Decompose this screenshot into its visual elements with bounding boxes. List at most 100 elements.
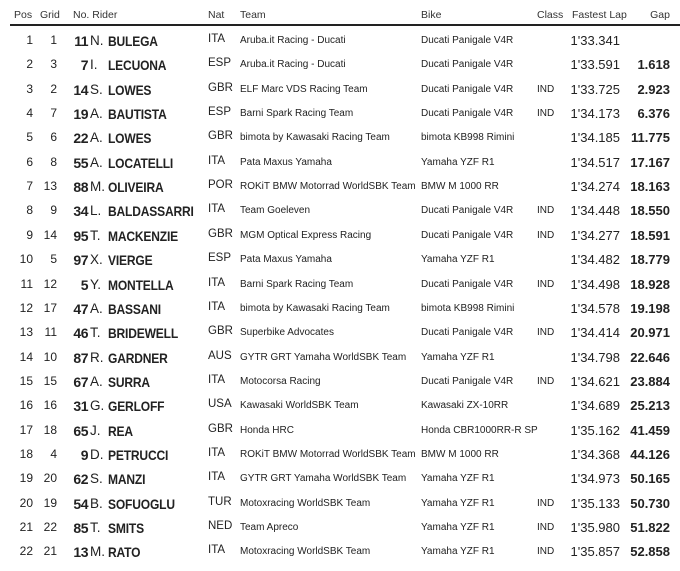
- cell-grid: 11: [44, 325, 57, 340]
- cell-gap: 50.730: [630, 495, 670, 511]
- cell-pos: 22: [19, 544, 33, 559]
- cell-bike: Yamaha YZF R1: [421, 254, 495, 266]
- cell-pos: 4: [26, 106, 33, 121]
- cell-nat: GBR: [208, 81, 233, 94]
- cell-nat: ITA: [208, 471, 226, 484]
- cell-team: Superbike Advocates: [240, 327, 334, 339]
- cell-nat: ITA: [208, 544, 226, 557]
- table-row: 12 17 47 A. BASSANI ITA bimota by Kawasaki Rac…: [0, 296, 680, 320]
- cell-team: bimota by Kawasaki Racing Team: [240, 302, 390, 314]
- cell-num: 54: [73, 495, 88, 512]
- cell-lap: 1'34.517: [570, 154, 620, 170]
- header-class: Class: [537, 9, 564, 21]
- cell-gap: 18.928: [630, 276, 670, 292]
- table-row: 11 12 5 Y. MONTELLA ITA Barni Spark Racing Tea…: [0, 272, 680, 296]
- header-fastest-lap: Fastest Lap: [572, 9, 627, 21]
- table-row: 5 6 22 A. LOWES GBR bimota by Kawasaki Racing …: [0, 125, 680, 149]
- cell-num: 95: [73, 227, 88, 244]
- cell-lap: 1'33.591: [570, 57, 620, 73]
- cell-lap: 1'34.448: [570, 203, 620, 219]
- cell-pos: 20: [19, 495, 33, 510]
- cell-pos: 13: [19, 325, 33, 340]
- cell-gap: 44.126: [630, 446, 670, 462]
- cell-cls: IND: [537, 278, 555, 290]
- cell-nat: ITA: [208, 154, 226, 167]
- cell-gap: 18.591: [630, 227, 670, 243]
- cell-sur: GARDNER: [108, 349, 168, 366]
- cell-team: GYTR GRT Yamaha WorldSBK Team: [240, 351, 407, 363]
- cell-pos: 21: [19, 520, 33, 534]
- cell-grid: 9: [50, 203, 57, 218]
- cell-team: Motoxracing WorldSBK Team: [240, 546, 371, 558]
- cell-nat: ESP: [208, 57, 232, 70]
- table-row: 22 21 13 M. RATO ITA Motoxracing WorldSBK Team…: [0, 539, 680, 563]
- cell-pos: 11: [20, 276, 33, 291]
- cell-gap: 19.198: [630, 300, 670, 316]
- cell-ini: A.: [90, 130, 103, 146]
- cell-nat: ESP: [208, 106, 232, 119]
- cell-team: ROKiT BMW Motorrad WorldSBK Team: [240, 448, 416, 460]
- cell-sur: MONTELLA: [108, 276, 174, 293]
- cell-num: 13: [73, 544, 88, 561]
- cell-bike: Yamaha YZF R1: [421, 156, 495, 168]
- cell-bike: bimota KB998 Rimini: [421, 132, 515, 144]
- cell-bike: Ducati Panigale V4R: [421, 278, 514, 290]
- header-grid: Grid: [40, 9, 60, 21]
- table-row: 15 15 67 A. SURRA ITA Motocorsa Racing Ducati P…: [0, 369, 680, 393]
- cell-nat: ITA: [208, 446, 226, 459]
- cell-team: Team Goeleven: [240, 205, 311, 217]
- cell-gap: 50.165: [630, 471, 670, 487]
- cell-ini: N.: [90, 33, 104, 48]
- cell-grid: 13: [43, 179, 57, 194]
- cell-nat: ITA: [208, 300, 226, 313]
- cell-ini: T.: [90, 325, 101, 341]
- cell-pos: 6: [26, 154, 33, 169]
- table-row: 19 20 62 S. MANZI ITA GYTR GRT Yamaha WorldSBK…: [0, 466, 680, 490]
- table-row: 4 7 19 A. BAUTISTA ESP Barni Spark Racing Team…: [0, 101, 680, 125]
- header-nat: Nat: [208, 9, 225, 21]
- cell-grid: 12: [43, 276, 57, 291]
- cell-team: Motocorsa Racing: [240, 375, 321, 387]
- cell-lap: 1'34.578: [570, 300, 620, 316]
- cell-pos: 3: [26, 81, 33, 96]
- cell-sur: LOCATELLI: [108, 154, 174, 171]
- cell-sur: PETRUCCI: [108, 446, 169, 463]
- cell-sur: LOWES: [108, 81, 152, 98]
- cell-num: 67: [73, 373, 88, 390]
- cell-ini: I.: [90, 57, 98, 73]
- cell-team: MGM Optical Express Racing: [240, 229, 372, 241]
- cell-gap: 6.376: [637, 106, 670, 122]
- cell-lap: 1'34.274: [570, 179, 620, 195]
- cell-sur: MACKENZIE: [108, 227, 179, 244]
- cell-sur: BAUTISTA: [108, 106, 167, 123]
- cell-ini: S.: [90, 471, 103, 487]
- cell-sur: GERLOFF: [108, 398, 165, 415]
- cell-pos: 8: [26, 203, 33, 218]
- cell-ini: X.: [90, 252, 103, 268]
- cell-nat: ESP: [208, 252, 232, 265]
- cell-pos: 10: [19, 252, 33, 267]
- cell-gap: 1.618: [637, 57, 670, 73]
- cell-ini: M.: [90, 179, 105, 195]
- cell-nat: TUR: [208, 495, 232, 508]
- cell-bike: Yamaha YZF R1: [421, 522, 495, 533]
- header-pos: Pos: [14, 9, 33, 21]
- table-row: 14 10 87 R. GARDNER AUS GYTR GRT Yamaha WorldS…: [0, 345, 680, 369]
- table-row: 3 2 14 S. LOWES GBR ELF Marc VDS Racing Team Du…: [0, 77, 680, 101]
- cell-ini: M.: [90, 544, 105, 560]
- cell-ini: A.: [90, 106, 103, 122]
- cell-pos: 14: [19, 349, 33, 364]
- cell-team: ROKiT BMW Motorrad WorldSBK Team: [240, 181, 416, 193]
- cell-nat: ITA: [208, 33, 226, 45]
- cell-num: 47: [73, 300, 88, 317]
- cell-ini: T.: [90, 227, 101, 243]
- cell-pos: 19: [19, 471, 33, 486]
- cell-grid: 4: [50, 446, 57, 461]
- cell-bike: Yamaha YZF R1: [421, 473, 495, 485]
- table-row: 10 5 97 X. VIERGE ESP Pata Maxus Yamaha Yamaha …: [0, 247, 680, 271]
- cell-bike: Ducati Panigale V4R: [421, 229, 514, 241]
- cell-team: Team Apreco: [240, 522, 299, 533]
- cell-num: 55: [73, 154, 88, 171]
- cell-grid: 6: [50, 130, 57, 145]
- table-row: 8 9 34 L. BALDASSARRI ITA Team Goeleven Ducati …: [0, 198, 680, 222]
